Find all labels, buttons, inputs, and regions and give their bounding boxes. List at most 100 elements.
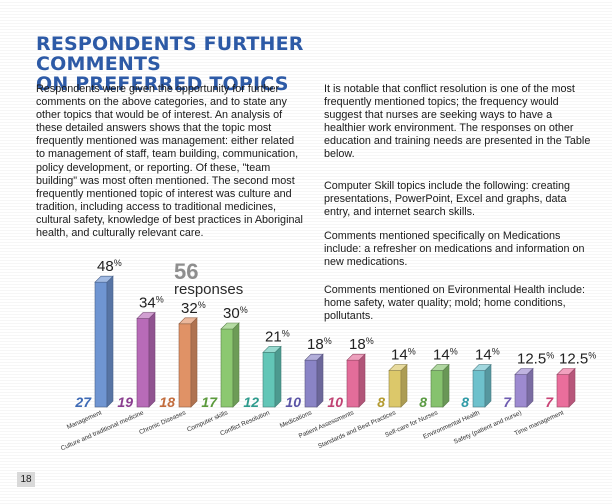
percent-sign: % (198, 300, 206, 310)
callout-label: responses (174, 281, 243, 298)
bar-side (232, 322, 240, 408)
count-label: 12 (243, 394, 259, 410)
bar-8 (388, 363, 408, 408)
bar-side (190, 317, 198, 408)
bar-top (430, 364, 450, 371)
bar-side (358, 353, 366, 408)
right-paragraph-3: Comments mentioned specifically on Medic… (324, 230, 585, 269)
bar-side (568, 367, 576, 408)
count-label: 7 (545, 394, 554, 410)
bar-side (484, 363, 492, 408)
percent-label: 12.5% (559, 351, 596, 368)
percent-label: 14% (475, 347, 500, 364)
category-label: Chronic Diseases (138, 409, 187, 436)
bar-2 (136, 311, 156, 408)
percent-sign: % (408, 347, 416, 357)
intro-paragraph: Respondents were given the opportunity f… (36, 83, 303, 240)
bar-side (400, 363, 408, 408)
percent-sign: % (588, 351, 596, 361)
bar-top (514, 368, 534, 375)
bar-top (346, 353, 366, 361)
bar-top (556, 368, 576, 375)
right-paragraph-4: Comments mentioned on Evironmental Healt… (324, 284, 586, 323)
percent-sign: % (156, 295, 164, 305)
count-label: 18 (159, 394, 175, 410)
bar-top (94, 275, 114, 283)
percent-sign: % (114, 258, 122, 268)
bar-11 (514, 367, 534, 408)
bar-front (472, 370, 486, 408)
bar-top (472, 364, 492, 371)
bar-front (430, 370, 444, 408)
percent-label: 30% (223, 305, 248, 322)
bar-side (106, 275, 114, 408)
count-label: 10 (327, 394, 343, 410)
bar-front (514, 374, 528, 408)
page-number: 18 (17, 472, 35, 487)
bar-top (178, 317, 198, 325)
count-label: 8 (461, 394, 469, 410)
bar-front (178, 323, 192, 408)
count-label: 19 (117, 394, 133, 410)
bar-chart: 56 responses 48%27Management34%19Culture… (60, 258, 596, 452)
count-label: 7 (503, 394, 512, 410)
percent-label: 21% (265, 328, 290, 345)
category-label: Management (66, 409, 103, 431)
bar-front (304, 359, 318, 408)
percent-label: 14% (433, 347, 458, 364)
bar-7 (346, 353, 366, 408)
category-label: Safety (patient and nurse) (453, 409, 523, 445)
bar-side (148, 311, 156, 408)
percent-label: 32% (181, 300, 206, 317)
category-label: Medications (279, 409, 313, 429)
percent-label: 48% (97, 258, 122, 275)
percent-sign: % (492, 347, 500, 357)
percent-label: 34% (139, 295, 164, 312)
bar-front (388, 370, 402, 408)
right-paragraph-2: Computer Skill topics include the follow… (324, 180, 571, 219)
category-label: Standards and Best Practices (317, 409, 397, 450)
count-label: 17 (201, 394, 218, 410)
bar-front (262, 352, 276, 408)
count-label: 10 (285, 394, 301, 410)
title-line-2: ON PREFERRED TOPICS (36, 73, 289, 95)
count-label: 27 (74, 394, 92, 410)
count-label: 8 (419, 394, 427, 410)
title-line-1: RESPONDENTS FURTHER COMMENTS (36, 33, 304, 75)
bar-front (136, 318, 150, 408)
bar-5 (262, 345, 282, 408)
percent-sign: % (366, 336, 374, 346)
bar-4 (220, 322, 240, 408)
bar-front (556, 374, 570, 408)
percent-sign: % (450, 347, 458, 357)
bar-top (262, 346, 282, 353)
bar-side (442, 363, 450, 408)
bar-side (526, 367, 534, 408)
percent-sign: % (324, 336, 332, 346)
callout-number: 56 (174, 259, 198, 284)
bar-top (220, 322, 240, 330)
percent-sign: % (282, 328, 290, 338)
bar-10 (472, 363, 492, 408)
bar-3 (178, 317, 198, 408)
bar-1 (94, 275, 114, 408)
percent-label: 14% (391, 347, 416, 364)
bar-front (94, 281, 108, 408)
percent-label: 18% (349, 336, 374, 353)
bar-side (274, 345, 282, 408)
bar-front (220, 328, 234, 408)
percent-sign: % (240, 305, 248, 315)
bar-top (304, 353, 324, 361)
bar-front (346, 359, 360, 408)
bar-top (388, 364, 408, 371)
page-title: RESPONDENTS FURTHER COMMENTS ON PREFERRE… (36, 34, 416, 94)
count-label: 8 (377, 394, 385, 410)
percent-label: 18% (307, 336, 332, 353)
percent-sign: % (546, 351, 554, 361)
bar-12 (556, 367, 576, 408)
bar-top (136, 312, 156, 319)
bar-9 (430, 363, 450, 408)
bar-side (316, 353, 324, 408)
right-paragraph-1: It is notable that conflict resolution i… (324, 83, 591, 161)
